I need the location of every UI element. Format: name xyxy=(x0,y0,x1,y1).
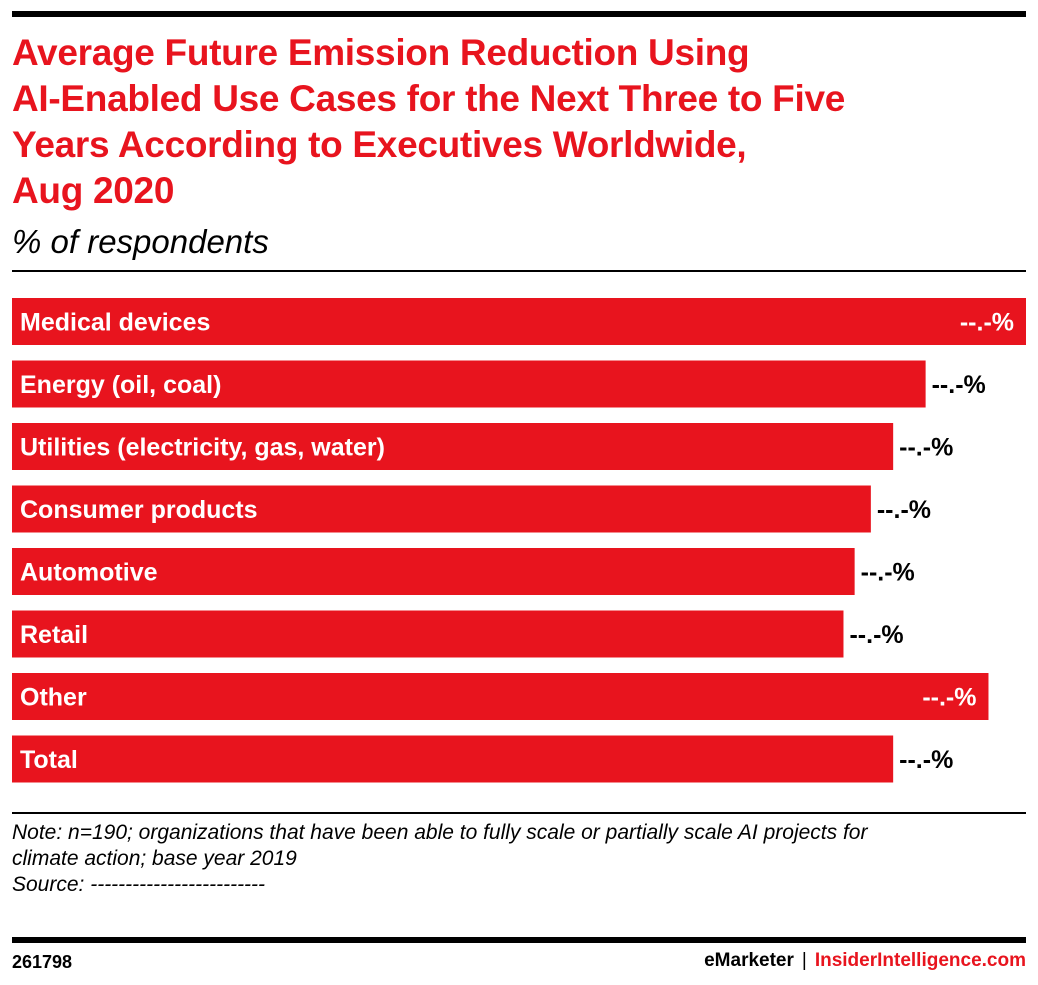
category-label: Automotive xyxy=(20,559,158,587)
bar xyxy=(12,360,926,408)
bar xyxy=(12,735,894,783)
chart-note: Note: n=190; organizations that have bee… xyxy=(12,820,1026,898)
bar-group: Retail --.-% xyxy=(12,610,904,658)
bar-group: Utilities (electricity, gas, water) --.-% xyxy=(12,423,953,470)
branding: eMarketer | InsiderIntelligence.com xyxy=(704,950,1026,972)
category-label: Medical devices xyxy=(20,309,210,337)
value-label: --.-% xyxy=(932,371,986,399)
value-label: --.-% xyxy=(922,684,976,712)
bar xyxy=(12,423,894,470)
chart-id: 261798 xyxy=(12,952,73,972)
value-label: --.-% xyxy=(877,496,931,524)
bar xyxy=(12,298,1026,345)
value-label: --.-% xyxy=(849,621,903,649)
category-label: Utilities (electricity, gas, water) xyxy=(20,434,385,462)
category-label: Retail xyxy=(20,621,88,649)
top-rule xyxy=(12,11,1026,17)
chart-title: Average Future Emission Reduction Using … xyxy=(12,32,846,211)
footer-divider xyxy=(12,812,1026,814)
category-label: Energy (oil, coal) xyxy=(20,371,221,399)
value-label: --.-% xyxy=(899,746,953,774)
bar-chart: Medical devices --.-% Energy (oil, coal) --… xyxy=(12,298,1026,783)
bar xyxy=(12,548,855,595)
category-label: Consumer products xyxy=(20,496,258,524)
bar-group: Other --.-% xyxy=(12,673,989,720)
value-label: --.-% xyxy=(960,309,1014,337)
header-divider xyxy=(12,270,1026,272)
bar-group: Total --.-% xyxy=(12,735,953,783)
chart-subtitle: % of respondents xyxy=(12,223,269,260)
brand-separator: | xyxy=(801,950,807,971)
bar xyxy=(12,673,989,720)
note-line-2: climate action; base year 2019 xyxy=(12,847,297,870)
brand-emarketer: eMarketer xyxy=(704,950,794,971)
bar-group: Energy (oil, coal) --.-% xyxy=(12,360,986,408)
source-line: Source: ------------------------- xyxy=(12,873,266,896)
bar xyxy=(12,485,871,533)
note-line-1: Note: n=190; organizations that have bee… xyxy=(12,821,868,844)
value-label: --.-% xyxy=(899,434,953,462)
category-label: Other xyxy=(20,684,87,712)
brand-insider-intelligence[interactable]: InsiderIntelligence.com xyxy=(814,950,1026,971)
bar-group: Medical devices --.-% xyxy=(12,298,1026,345)
bar-group: Consumer products --.-% xyxy=(12,485,931,533)
value-label: --.-% xyxy=(861,559,915,587)
category-label: Total xyxy=(20,746,78,774)
bar xyxy=(12,610,844,658)
bottom-rule xyxy=(12,937,1026,943)
bar-group: Automotive --.-% xyxy=(12,548,915,595)
